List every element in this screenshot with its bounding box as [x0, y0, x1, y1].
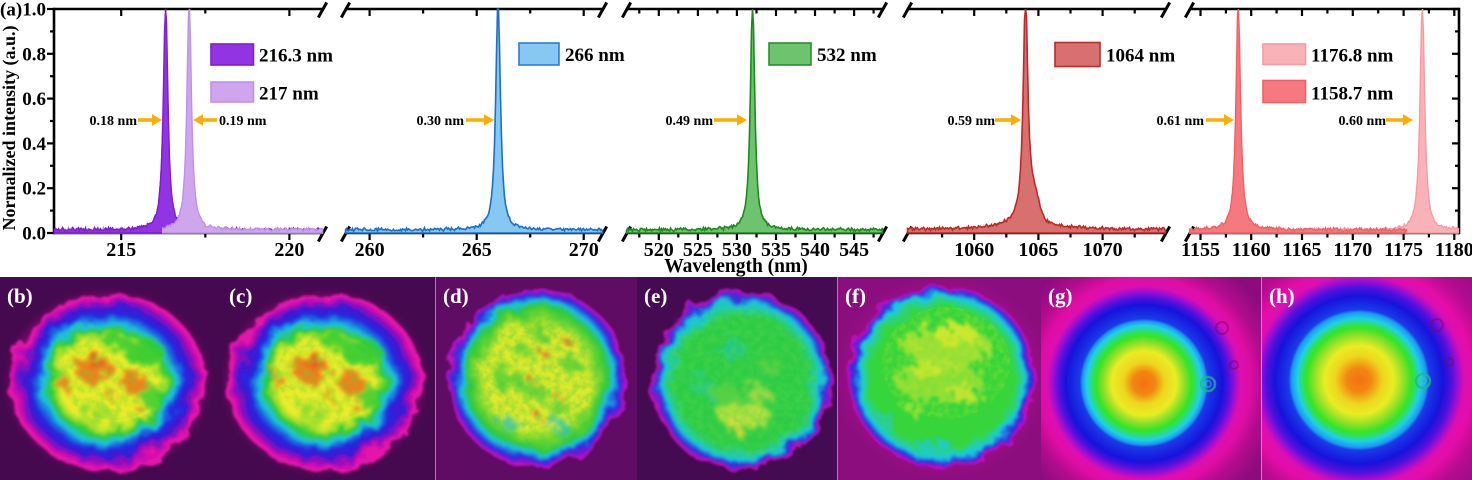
- svg-text:0.2: 0.2: [22, 179, 46, 200]
- svg-text:260: 260: [355, 239, 385, 261]
- svg-text:0.61 nm: 0.61 nm: [1157, 114, 1205, 129]
- svg-text:530: 530: [722, 239, 752, 261]
- svg-text:0.59 nm: 0.59 nm: [948, 114, 996, 129]
- svg-text:220: 220: [274, 239, 304, 261]
- svg-text:1160: 1160: [1232, 239, 1271, 261]
- svg-text:0.30 nm: 0.30 nm: [417, 114, 465, 129]
- svg-text:0.60 nm: 0.60 nm: [1339, 114, 1387, 129]
- svg-text:265: 265: [462, 239, 492, 261]
- svg-text:0.6: 0.6: [22, 89, 46, 110]
- svg-text:1155: 1155: [1181, 239, 1220, 261]
- svg-text:215: 215: [106, 239, 136, 261]
- svg-text:266 nm: 266 nm: [565, 45, 625, 66]
- svg-text:270: 270: [569, 239, 599, 261]
- svg-text:1176.8 nm: 1176.8 nm: [1311, 46, 1394, 67]
- svg-text:1175: 1175: [1384, 239, 1423, 261]
- svg-text:0.49 nm: 0.49 nm: [666, 114, 714, 129]
- svg-text:(b): (b): [7, 284, 33, 308]
- svg-text:(g): (g): [1048, 284, 1073, 308]
- svg-text:(a): (a): [0, 0, 22, 21]
- svg-text:217 nm: 217 nm: [259, 84, 319, 105]
- svg-text:520: 520: [644, 239, 674, 261]
- svg-text:(d): (d): [443, 284, 469, 308]
- svg-text:1060: 1060: [954, 239, 994, 261]
- svg-text:1065: 1065: [1018, 239, 1058, 261]
- svg-text:1064 nm: 1064 nm: [1106, 46, 1175, 67]
- svg-text:216.3 nm: 216.3 nm: [259, 46, 333, 67]
- svg-text:1070: 1070: [1083, 239, 1123, 261]
- svg-text:1.0: 1.0: [22, 0, 46, 21]
- svg-text:1158.7 nm: 1158.7 nm: [1311, 84, 1394, 105]
- svg-text:540: 540: [800, 239, 830, 261]
- svg-text:0.4: 0.4: [22, 134, 46, 155]
- svg-text:Wavelength (nm): Wavelength (nm): [664, 256, 808, 277]
- svg-text:0.18 nm: 0.18 nm: [90, 114, 138, 129]
- svg-text:1165: 1165: [1283, 239, 1322, 261]
- svg-text:Normalized intensity (a.u.): Normalized intensity (a.u.): [0, 26, 20, 231]
- svg-text:0.8: 0.8: [22, 44, 46, 65]
- svg-text:0.0: 0.0: [22, 224, 46, 245]
- svg-text:545: 545: [839, 239, 869, 261]
- svg-text:532 nm: 532 nm: [817, 45, 877, 66]
- svg-text:(h): (h): [1269, 284, 1295, 308]
- svg-text:525: 525: [683, 239, 713, 261]
- svg-text:535: 535: [761, 239, 791, 261]
- svg-text:(f): (f): [845, 284, 866, 308]
- svg-text:1180: 1180: [1435, 239, 1472, 261]
- svg-text:(c): (c): [229, 284, 252, 308]
- svg-text:0.19 nm: 0.19 nm: [219, 114, 267, 129]
- svg-text:(e): (e): [644, 284, 667, 308]
- svg-text:1170: 1170: [1333, 239, 1372, 261]
